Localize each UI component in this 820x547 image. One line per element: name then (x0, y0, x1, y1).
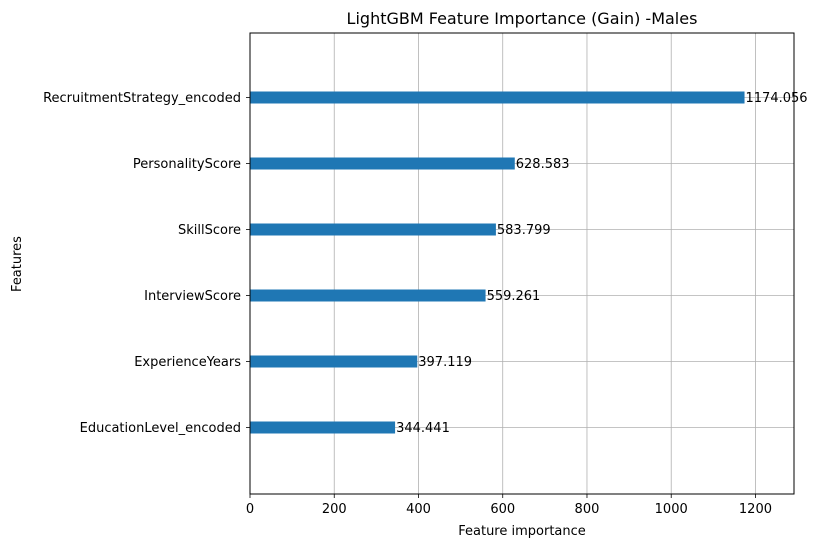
bar (250, 223, 496, 236)
y-tick-label: RecruitmentStrategy_encoded (43, 91, 241, 106)
bars (250, 91, 745, 434)
x-tick-label: 1200 (739, 502, 772, 517)
bar (250, 91, 745, 104)
bar-value-label: 1174.056 (746, 91, 808, 106)
y-tick-label: InterviewScore (144, 289, 241, 304)
y-axis-ticks: RecruitmentStrategy_encoded PersonalitySc… (43, 91, 250, 436)
bar (250, 157, 515, 170)
x-tick-label: 0 (246, 502, 254, 517)
bar-value-label: 344.441 (396, 421, 450, 436)
bar-value-label: 628.583 (516, 157, 570, 172)
bar-value-label: 397.119 (418, 355, 472, 370)
x-tick-label: 200 (322, 502, 347, 517)
y-tick-label: SkillScore (178, 223, 241, 238)
x-tick-label: 400 (406, 502, 431, 517)
bar-value-label: 583.799 (497, 223, 551, 238)
chart-title: LightGBM Feature Importance (Gain) -Male… (347, 9, 698, 28)
y-tick-label: PersonalityScore (133, 157, 241, 172)
bar (250, 355, 418, 368)
bar (250, 289, 486, 302)
x-axis-ticks: 0 200 400 600 800 1000 1200 (246, 494, 772, 517)
x-axis-label: Feature importance (458, 524, 586, 539)
value-labels: 1174.056 628.583 583.799 559.261 397.119 344.… (396, 91, 807, 436)
x-tick-label: 1000 (655, 502, 688, 517)
y-tick-label: EducationLevel_encoded (80, 421, 241, 436)
bar (250, 421, 396, 434)
bar-value-label: 559.261 (487, 289, 541, 304)
plot-frame (249, 32, 795, 495)
x-tick-label: 800 (575, 502, 600, 517)
x-tick-label: 600 (490, 502, 515, 517)
y-tick-label: ExperienceYears (134, 355, 241, 370)
y-axis-label: Features (10, 236, 25, 292)
